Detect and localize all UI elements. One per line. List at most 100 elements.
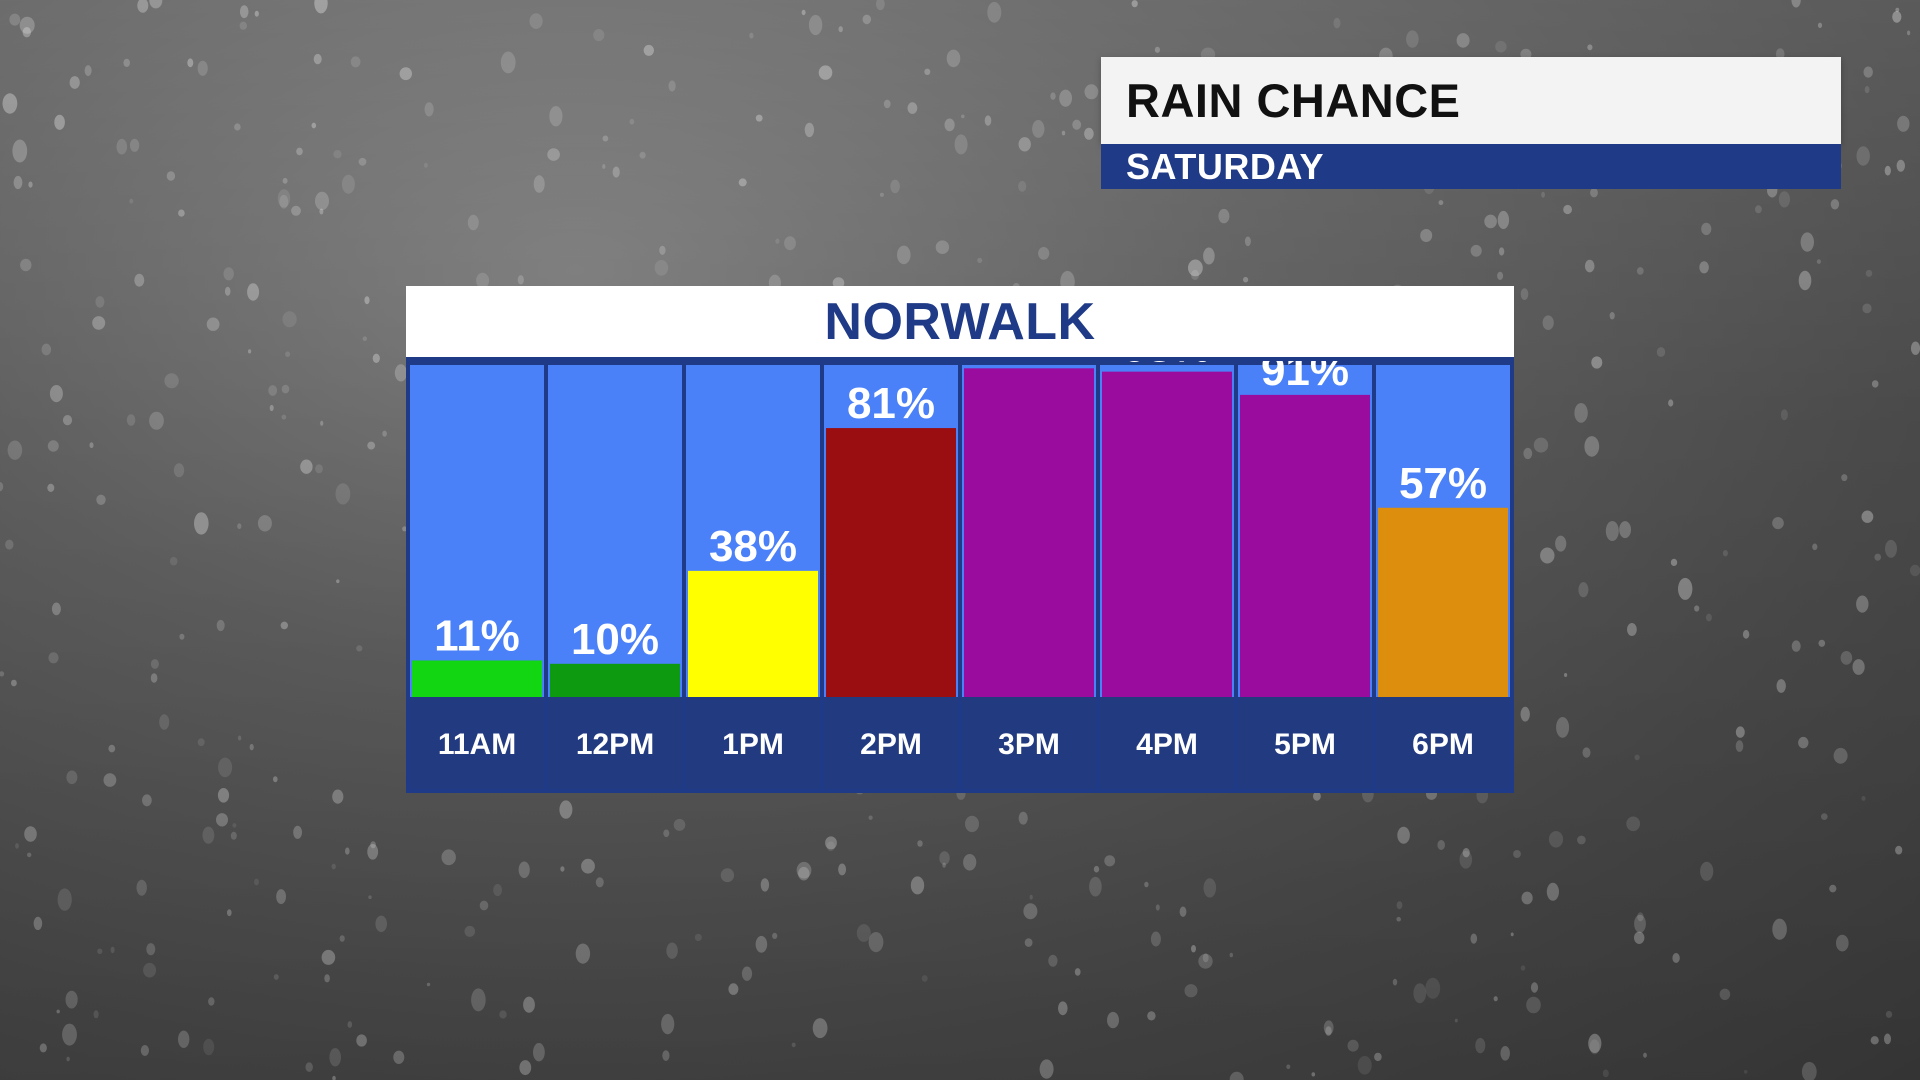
raindrop xyxy=(129,198,134,204)
raindrop xyxy=(149,0,163,9)
raindrop xyxy=(1438,200,1444,206)
raindrop xyxy=(206,317,220,331)
raindrop xyxy=(216,619,225,632)
raindrop xyxy=(1061,130,1066,136)
raindrop xyxy=(143,962,157,978)
raindrop xyxy=(1563,204,1572,215)
raindrop xyxy=(856,924,871,942)
raindrop xyxy=(1497,210,1510,230)
raindrop xyxy=(479,900,489,911)
raindrop xyxy=(1198,953,1213,969)
raindrop xyxy=(826,841,835,852)
raindrop xyxy=(281,384,290,394)
raindrop xyxy=(1829,884,1837,893)
time-cell xyxy=(686,697,820,789)
raindrop xyxy=(47,440,59,452)
raindrop xyxy=(1885,539,1897,558)
bar-12pm xyxy=(550,663,680,697)
raindrop xyxy=(293,825,302,839)
raindrop xyxy=(1605,521,1619,541)
raindrop xyxy=(333,150,342,159)
raindrop xyxy=(134,273,145,287)
raindrop xyxy=(48,652,59,664)
bar-1pm xyxy=(688,570,818,697)
raindrop xyxy=(108,744,116,753)
raindrop xyxy=(320,420,324,426)
raindrop xyxy=(921,975,928,982)
raindrop xyxy=(1218,208,1230,224)
raindrop xyxy=(69,76,80,89)
raindrop xyxy=(1636,267,1644,275)
raindrop xyxy=(1093,865,1100,873)
raindrop xyxy=(218,757,233,778)
raindrop xyxy=(464,925,476,937)
raindrop xyxy=(1637,912,1644,922)
raindrop xyxy=(1357,1056,1372,1075)
raindrop xyxy=(356,1034,367,1047)
raindrop xyxy=(1229,1071,1244,1080)
raindrop xyxy=(547,148,560,161)
raindrop xyxy=(5,539,14,550)
value-label: 11% xyxy=(434,611,520,660)
time-label: 11AM xyxy=(438,728,516,761)
raindrop xyxy=(319,208,324,215)
title-card: RAIN CHANCE SATURDAY xyxy=(1101,57,1841,189)
raindrop xyxy=(1470,933,1478,944)
raindrop xyxy=(1024,938,1033,947)
raindrop xyxy=(92,316,106,330)
raindrop xyxy=(612,166,620,178)
raindrop xyxy=(1475,1037,1486,1054)
raindrop xyxy=(741,966,753,981)
raindrop xyxy=(332,1075,336,1080)
raindrop xyxy=(368,895,372,899)
raindrop xyxy=(1050,92,1056,100)
raindrop xyxy=(1897,115,1910,132)
raindrop xyxy=(1074,968,1081,976)
raindrop xyxy=(720,868,735,883)
raindrop xyxy=(1520,706,1530,722)
raindrop xyxy=(249,743,254,751)
raindrop xyxy=(247,283,260,301)
chart-title: RAIN CHANCE xyxy=(1101,57,1841,144)
time-label: 12PM xyxy=(576,728,654,761)
raindrop xyxy=(254,878,259,886)
raindrop xyxy=(1032,119,1045,138)
raindrop xyxy=(347,1021,353,1028)
raindrop xyxy=(1023,903,1038,920)
raindrop xyxy=(15,843,19,849)
raindrop xyxy=(1500,1046,1510,1061)
raindrop xyxy=(749,32,754,39)
raindrop xyxy=(1892,11,1902,23)
raindrop xyxy=(1155,904,1160,911)
raindrop xyxy=(663,829,670,838)
raindrop xyxy=(1800,232,1815,252)
raindrop xyxy=(1852,659,1865,675)
raindrop xyxy=(812,1018,828,1039)
raindrop xyxy=(808,14,823,36)
raindrop xyxy=(239,5,249,19)
raindrop xyxy=(341,174,355,194)
raindrop xyxy=(1396,901,1403,910)
raindrop xyxy=(862,14,872,25)
raindrop xyxy=(1154,46,1160,53)
raindrop xyxy=(1722,550,1728,557)
raindrop xyxy=(248,349,252,354)
raindrop xyxy=(772,932,778,940)
bar-3pm xyxy=(964,368,1094,697)
raindrop xyxy=(164,373,179,389)
raindrop xyxy=(1798,736,1809,749)
raindrop xyxy=(1202,953,1209,963)
raindrop xyxy=(755,114,763,122)
value-label: 10% xyxy=(571,615,659,664)
raindrop xyxy=(1564,673,1568,677)
raindrop xyxy=(1104,855,1116,867)
raindrop xyxy=(41,343,52,356)
raindrop xyxy=(838,26,843,33)
raindrop xyxy=(961,114,965,119)
raindrop xyxy=(237,523,242,530)
raindrop xyxy=(51,602,61,616)
raindrop xyxy=(946,49,961,68)
raindrop xyxy=(1626,816,1641,832)
raindrop xyxy=(796,861,812,879)
raindrop xyxy=(1870,1036,1879,1045)
